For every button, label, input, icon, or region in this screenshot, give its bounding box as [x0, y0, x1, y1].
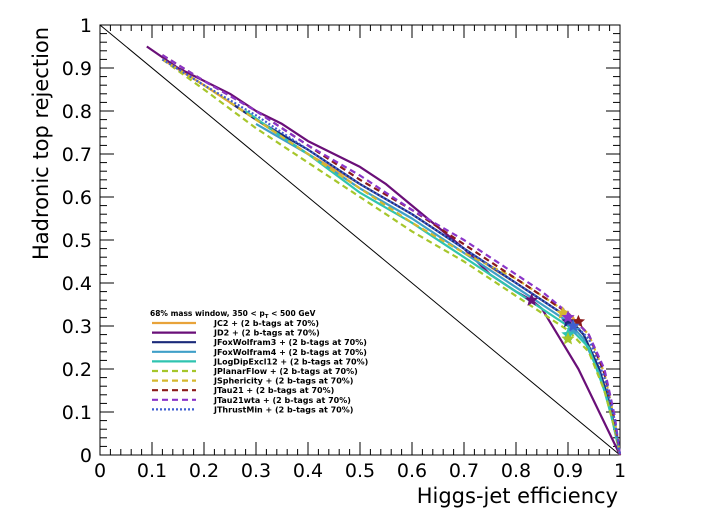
legend-label: JTau21 + (2 b-tags at 70%)	[213, 386, 334, 395]
x-tick-label: 0.8	[501, 460, 531, 482]
y-tick-label: 0.9	[62, 58, 92, 80]
series-marker-star	[561, 310, 575, 324]
x-axis-title: Higgs-jet efficiency	[417, 484, 618, 508]
series-marker-star	[566, 319, 580, 332]
reference-diagonal	[99, 24, 621, 456]
legend-label: JC2 + (2 b-tags at 70%)	[213, 319, 319, 328]
legend-title-end: < 500 GeV	[269, 309, 316, 318]
legend: 68% mass window, 350 < pT < 500 GeV JC2 …	[150, 309, 368, 414]
y-tick-label: 1	[80, 15, 92, 37]
x-tick-label: 0.1	[137, 460, 167, 482]
series-marker-star	[524, 293, 539, 306]
series-line	[161, 54, 622, 456]
x-tick-label: 0.7	[449, 460, 479, 482]
y-tick-label: 0.3	[62, 316, 92, 338]
series-marker-star	[561, 331, 575, 345]
y-tick-label: 0.6	[62, 187, 92, 209]
x-tick-label: 0.2	[189, 460, 219, 482]
legend-label: JFoxWolfram4 + (2 b-tags at 70%)	[213, 348, 367, 357]
y-tick-label: 0	[80, 445, 92, 467]
y-tick-label: 0.4	[62, 273, 92, 295]
series-line	[161, 58, 622, 456]
legend-title-main: 68% mass window, 350 < p	[150, 309, 265, 318]
y-tick-label: 0.7	[62, 144, 92, 166]
y-tick-label: 0.8	[62, 101, 92, 123]
x-tick-label: 0	[94, 460, 106, 482]
x-tick-label: 0.5	[345, 460, 375, 482]
legend-label: JTau21wta + (2 b-tags at 70%)	[213, 396, 351, 405]
legend-label: JD2 + (2 b-tags at 70%)	[213, 329, 320, 338]
legend-items: JC2 + (2 b-tags at 70%)JD2 + (2 b-tags a…	[152, 319, 368, 414]
x-tick-label: 1	[614, 460, 626, 482]
series-line	[161, 58, 622, 456]
marker-group	[524, 293, 586, 345]
axis-ticks: 0 0.1 0.2 0.3 0.4 0.5 0.6 0.7 0.8 0.9 1 0 0.1 0.2 0.3 0…	[62, 15, 626, 482]
y-tick-label: 0.5	[62, 230, 92, 252]
legend-label: JFoxWolfram3 + (2 b-tags at 70%)	[213, 338, 367, 347]
x-tick-label: 0.3	[241, 460, 271, 482]
y-axis-title: Hadronic top rejection	[29, 27, 53, 260]
legend-label: JSphericity + (2 b-tags at 70%)	[213, 377, 353, 386]
y-tick-label: 0.1	[62, 402, 92, 424]
x-tick-label: 0.4	[293, 460, 323, 482]
legend-title-sub: T	[265, 314, 269, 320]
legend-label: JLogDipExcl12 + (2 b-tags at 70%)	[213, 357, 368, 366]
series-group	[146, 45, 622, 456]
y-tick-label: 0.2	[62, 359, 92, 381]
legend-label: JPlanarFlow + (2 b-tags at 70%)	[213, 367, 358, 376]
x-tick-label: 0.6	[397, 460, 427, 482]
reference-line	[99, 24, 621, 456]
x-tick-label: 0.9	[553, 460, 583, 482]
series-line	[161, 58, 622, 456]
legend-title: 68% mass window, 350 < pT < 500 GeV	[150, 309, 316, 320]
legend-label: JThrustMin + (2 b-tags at 70%)	[213, 405, 353, 414]
